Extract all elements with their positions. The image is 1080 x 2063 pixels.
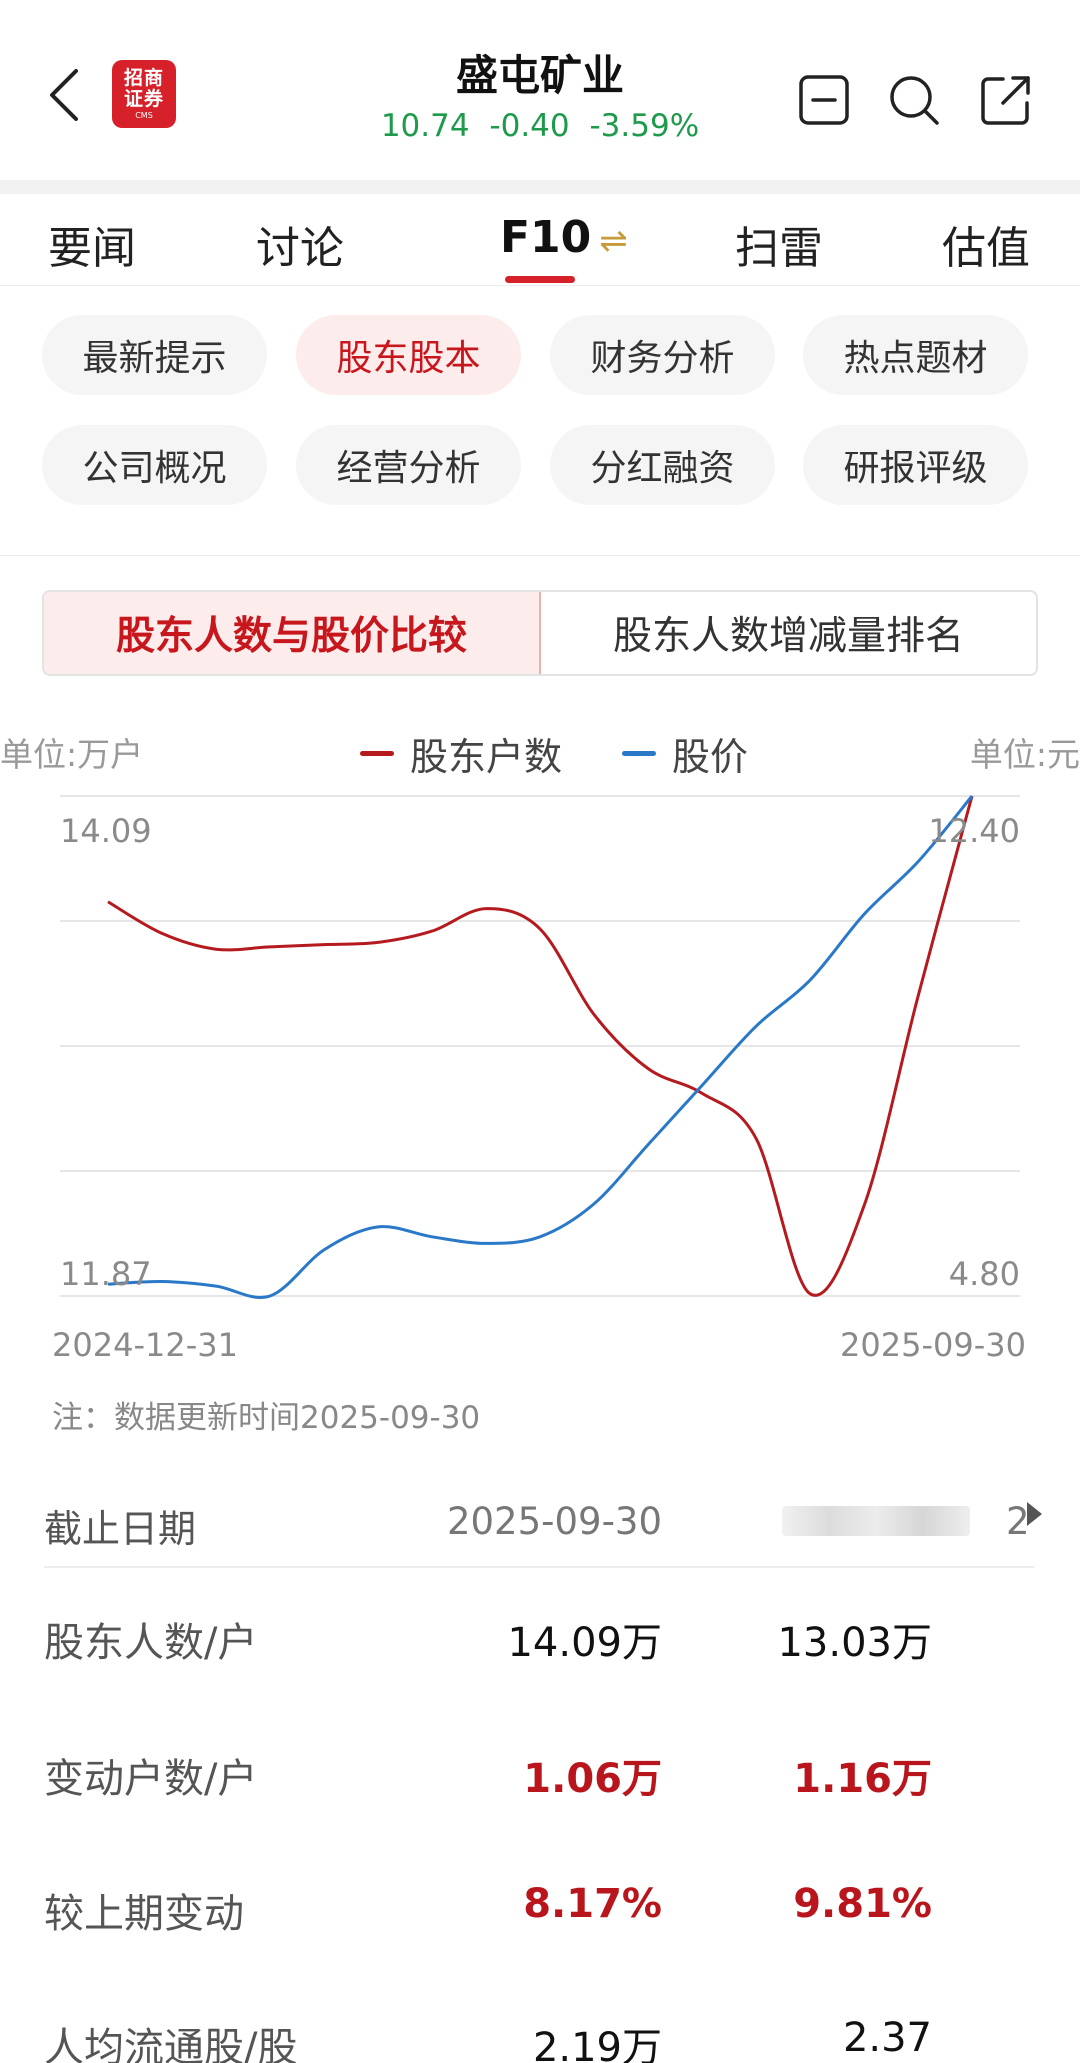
stock-change-pct: -3.59%	[589, 108, 700, 144]
legend-label-price: 股价	[672, 735, 749, 779]
chip-financial-analysis[interactable]: 财务分析	[550, 315, 775, 395]
tab-news[interactable]: 要闻	[48, 223, 136, 274]
row-value-1: 8.17%	[523, 1881, 662, 1927]
left-axis-min-label: 11.87	[60, 1255, 152, 1293]
legend-item-price: 股价	[622, 726, 748, 781]
logo-line1: 招商	[123, 66, 164, 89]
right-axis-max-label: 12.40	[928, 812, 1020, 850]
right-axis-unit: 单位:元	[969, 735, 1080, 774]
chart-labels: 14.09 11.87 12.40 4.80 2024-12-31 2025-09-30	[52, 812, 1026, 1364]
legend-swatch-price	[622, 751, 657, 756]
chart-grid	[60, 795, 1020, 1297]
series-line-holders	[107, 795, 974, 1297]
swap-icon: ⇌	[599, 221, 628, 261]
broker-logo: 招商 证券 CMS	[112, 60, 176, 128]
row-value-1: 14.09万	[507, 1620, 662, 1666]
row-value-2: 1.16万	[793, 1756, 932, 1802]
share-icon	[981, 76, 1030, 125]
row-value-2: 13.03万	[777, 1620, 932, 1666]
chip-shareholders-equity[interactable]: 股东股本	[296, 315, 521, 395]
section-divider	[0, 555, 1080, 556]
row-value-1: 1.06万	[523, 1756, 662, 1802]
tab-f10[interactable]: F10 ⇌	[500, 212, 628, 263]
holders-price-chart: 14.09 11.87 12.40 4.80 2024-12-31 2025-09-30	[52, 795, 1026, 1364]
stock-price: 10.74	[380, 108, 470, 144]
tab-risk-scan[interactable]: 扫雷	[735, 223, 823, 274]
legend-label-holders: 股东户数	[410, 735, 563, 779]
series-line-price	[107, 795, 974, 1299]
column-label-date: 截止日期	[44, 1507, 197, 1551]
left-axis-max-label: 14.09	[60, 812, 152, 850]
back-button[interactable]	[38, 60, 88, 130]
app-header: 招商 证券 CMS 盛屯矿业 10.74 -0.40 -3.59%	[0, 0, 1080, 180]
chart-segment-control: 股东人数与股价比较 股东人数增减量排名	[42, 590, 1038, 676]
segment-holders-change-ranking[interactable]: 股东人数增减量排名	[612, 614, 964, 659]
row-label: 人均流通股/股	[44, 2025, 298, 2063]
logo-line3: CMS	[135, 110, 153, 120]
column-date-2-obscured	[782, 1506, 970, 1536]
table-row: 人均流通股/股 2.19万 2.37	[44, 1975, 1034, 2063]
column-date-1: 2025-09-30	[446, 1500, 662, 1543]
logo-line2: 证券	[123, 87, 164, 110]
share-button[interactable]	[978, 72, 1034, 128]
table-header: 截止日期 2025-09-30 20	[44, 1480, 1042, 1568]
active-tab-indicator	[505, 276, 575, 283]
chip-dividend-financing[interactable]: 分红融资	[550, 425, 775, 505]
row-label: 较上期变动	[44, 1891, 244, 1937]
main-tab-bar: 要闻 讨论 F10 ⇌ 扫雷 估值	[0, 194, 1080, 286]
minus-square-icon	[799, 75, 849, 125]
legend-item-holders: 股东户数	[360, 726, 562, 781]
chevron-left-icon	[50, 69, 78, 121]
stock-change: -0.40	[489, 108, 570, 144]
segment-holders-vs-price[interactable]: 股东人数与股价比较	[44, 592, 541, 674]
row-label: 股东人数/户	[44, 1620, 258, 1666]
row-value-2: 9.81%	[793, 1881, 932, 1927]
chip-operation-analysis[interactable]: 经营分析	[296, 425, 521, 505]
table-row: 变动户数/户 1.06万 1.16万	[44, 1708, 1034, 1838]
legend-swatch-holders	[360, 751, 394, 756]
header-divider	[0, 180, 1080, 194]
watchlist-remove-button[interactable]	[796, 72, 852, 128]
row-value-2: 2.37	[842, 2015, 932, 2061]
table-row: 股东人数/户 14.09万 13.03万	[44, 1572, 1034, 1702]
search-button[interactable]	[886, 72, 942, 128]
tab-discussion[interactable]: 讨论	[256, 223, 344, 274]
chip-company-profile[interactable]: 公司概况	[42, 425, 267, 505]
chart-legend: 股东户数 股价	[360, 726, 808, 781]
chip-latest-tips[interactable]: 最新提示	[42, 315, 267, 395]
chip-research-ratings[interactable]: 研报评级	[803, 425, 1028, 505]
chart-lines	[107, 795, 974, 1299]
stock-quote: 10.74 -0.40 -3.59%	[340, 108, 740, 144]
left-axis-unit: 单位:万户	[0, 735, 144, 774]
x-axis-start-label: 2024-12-31	[52, 1326, 238, 1364]
row-value-1: 2.19万	[532, 2025, 662, 2063]
right-axis-min-label: 4.80	[949, 1255, 1020, 1293]
tab-valuation[interactable]: 估值	[942, 223, 1030, 274]
tab-f10-label: F10	[500, 212, 592, 263]
data-update-note: 注：数据更新时间2025-09-30	[52, 1400, 481, 1436]
x-axis-end-label: 2025-09-30	[840, 1326, 1026, 1364]
search-icon	[890, 76, 939, 125]
table-row: 较上期变动 8.17% 9.81%	[44, 1843, 1034, 1973]
scroll-right-icon[interactable]	[1027, 1502, 1042, 1526]
stock-name: 盛屯矿业	[455, 51, 624, 100]
row-label: 变动户数/户	[44, 1756, 258, 1802]
chip-hot-topics[interactable]: 热点题材	[803, 315, 1028, 395]
